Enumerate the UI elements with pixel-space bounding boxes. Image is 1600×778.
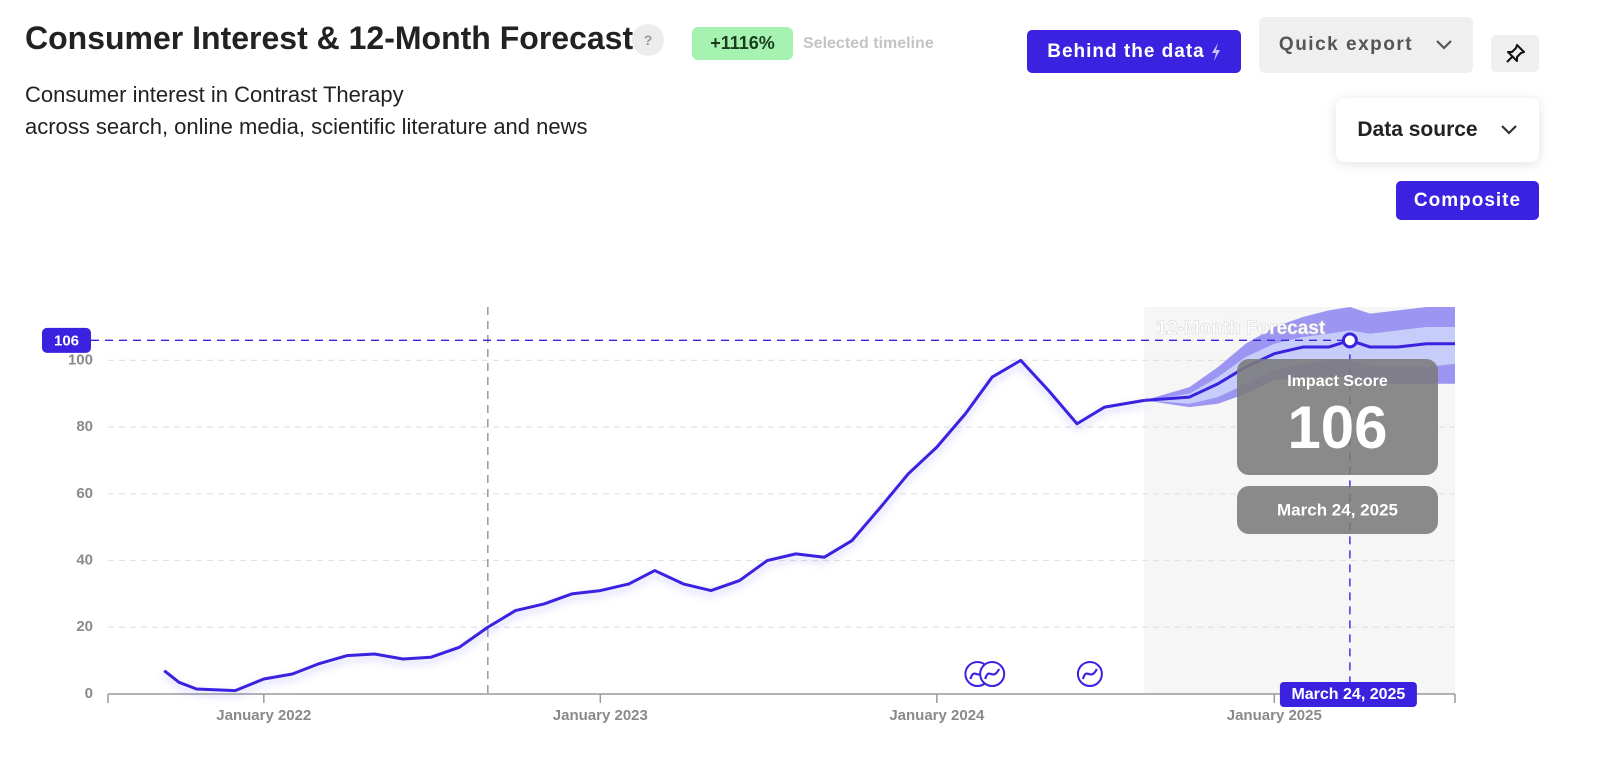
x-tick-label: January 2022 [216, 707, 311, 724]
dropdown-label: Data source [1357, 118, 1478, 141]
highlight-point [1341, 332, 1358, 349]
y-tick-label: 0 [85, 685, 93, 702]
event-marker [979, 661, 1006, 687]
y-tick-label: 80 [76, 418, 93, 435]
x-tick-label: January 2025 [1227, 707, 1322, 724]
help-button[interactable]: ? [632, 24, 664, 56]
y-tick-label: 40 [76, 552, 93, 569]
x-tick-label: January 2024 [889, 707, 985, 724]
title: Consumer Interest & 12-Month Forecast [25, 20, 634, 56]
history-line [163, 358, 1145, 693]
subtitle: Consumer interest in Contrast Therapy [25, 82, 404, 107]
tooltip-date: March 24, 2025 [1277, 500, 1398, 519]
event-icon [1081, 668, 1098, 680]
bolt-icon [1211, 42, 1220, 61]
y-tick-label: 100 [68, 351, 93, 368]
pin-button[interactable] [1491, 35, 1539, 72]
forecast-line [1144, 338, 1455, 402]
x-tick-label: January 2023 [553, 707, 648, 724]
change-badge: +1116% [692, 27, 793, 60]
y-tick-label: 60 [76, 485, 93, 502]
change-label: Selected timeline [803, 35, 934, 52]
pin-icon [1506, 43, 1525, 63]
event-marker [1076, 661, 1103, 687]
chevron-icon [1436, 40, 1452, 50]
subtitle: across search, online media, scientific … [25, 114, 588, 139]
button-label: Behind the data [1047, 40, 1205, 62]
forecast-label: 12-Month Forecast [1156, 318, 1326, 339]
y-marker-badge [42, 327, 91, 353]
button-label: Quick export [1278, 34, 1414, 55]
composite-button[interactable]: Composite [1396, 181, 1539, 220]
tooltip-label: Impact Score [1287, 373, 1388, 390]
data-source-dropdown[interactable]: Data source [1336, 98, 1539, 162]
y-marker-label: 106 [54, 332, 79, 349]
x-marker-badge [1279, 682, 1417, 707]
x-marker-label: March 24, 2025 [1291, 686, 1405, 703]
chevron-icon [1500, 125, 1517, 135]
event-icon [984, 668, 1001, 680]
y-tick-label: 20 [76, 618, 93, 635]
quick-export-button[interactable]: Quick export [1259, 17, 1473, 73]
behind-the-data-button[interactable]: Behind the data [1027, 30, 1241, 73]
tooltip-box [1237, 359, 1438, 475]
tooltip-value: 106 [1287, 394, 1387, 461]
tooltip-date-box [1237, 486, 1438, 534]
